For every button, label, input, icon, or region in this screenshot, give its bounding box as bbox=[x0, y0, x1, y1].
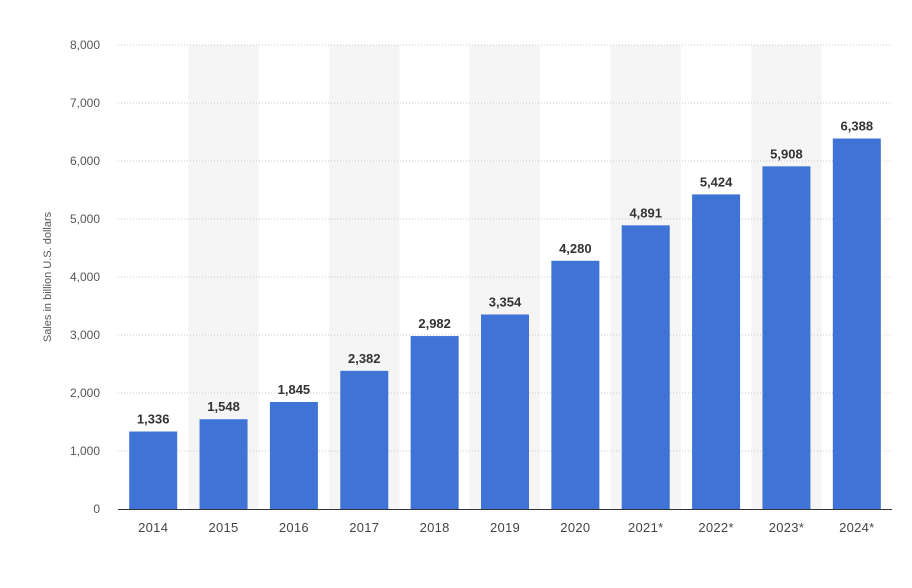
y-tick-label: 1,000 bbox=[70, 444, 100, 458]
x-tick-label: 2015 bbox=[208, 520, 238, 535]
bar bbox=[340, 370, 389, 509]
data-label: 2,382 bbox=[348, 351, 381, 366]
x-tick-label: 2017 bbox=[349, 520, 379, 535]
x-tick-label: 2019 bbox=[490, 520, 520, 535]
data-label: 4,280 bbox=[559, 241, 592, 256]
x-tick-label: 2021* bbox=[628, 520, 663, 535]
data-labels: 1,336 1,548 1,845 2,382 2,982 3,354 4,280 4,891… bbox=[137, 118, 873, 426]
bar bbox=[269, 401, 318, 509]
x-tick-label: 2020 bbox=[560, 520, 590, 535]
y-tick-label: 4,000 bbox=[70, 270, 100, 284]
y-tick-label: 3,000 bbox=[70, 328, 100, 342]
data-label: 5,424 bbox=[700, 174, 733, 189]
y-tick-label: 5,000 bbox=[70, 212, 100, 226]
y-tick-label: 6,000 bbox=[70, 154, 100, 168]
data-label: 5,908 bbox=[770, 146, 803, 161]
bar bbox=[129, 431, 178, 509]
bar-series bbox=[129, 138, 881, 509]
y-axis-ticks: 0 1,000 2,000 3,000 4,000 5,000 6,000 7,000 8,00… bbox=[70, 38, 100, 516]
bar bbox=[621, 225, 670, 509]
x-tick-label: 2022* bbox=[698, 520, 733, 535]
x-tick-label: 2016 bbox=[279, 520, 309, 535]
data-label: 2,982 bbox=[418, 316, 451, 331]
bar bbox=[692, 194, 741, 509]
y-tick-label: 0 bbox=[93, 502, 100, 516]
bar bbox=[832, 138, 881, 509]
data-label: 3,354 bbox=[489, 294, 522, 309]
y-axis-title: Sales in billion U.S. dollars bbox=[42, 211, 54, 342]
bar bbox=[762, 166, 811, 509]
data-label: 1,548 bbox=[207, 399, 240, 414]
y-tick-label: 7,000 bbox=[70, 96, 100, 110]
x-tick-label: 2014 bbox=[138, 520, 168, 535]
data-label: 4,891 bbox=[629, 205, 662, 220]
bar bbox=[551, 260, 600, 509]
data-label: 6,388 bbox=[841, 118, 874, 133]
x-tick-label: 2018 bbox=[420, 520, 450, 535]
x-tick-label: 2024* bbox=[839, 520, 874, 535]
y-tick-label: 2,000 bbox=[70, 386, 100, 400]
x-tick-label: 2023* bbox=[769, 520, 804, 535]
x-axis-ticks: 2014 2015 2016 2017 2018 2019 2020 2021* 2022* 20… bbox=[138, 520, 874, 535]
bar bbox=[199, 419, 248, 509]
y-tick-label: 8,000 bbox=[70, 38, 100, 52]
data-label: 1,845 bbox=[278, 382, 311, 397]
bar bbox=[481, 314, 529, 509]
bar bbox=[410, 336, 459, 509]
data-label: 1,336 bbox=[137, 412, 170, 427]
